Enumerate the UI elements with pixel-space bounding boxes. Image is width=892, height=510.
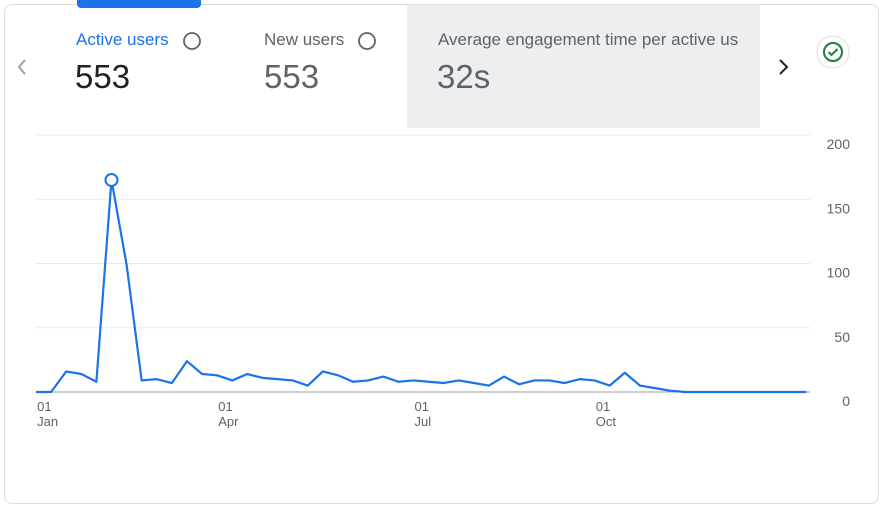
y-tick-label: 150	[827, 200, 851, 216]
y-tick-label: 200	[827, 136, 851, 152]
y-tick-label: 100	[827, 265, 851, 281]
status-check[interactable]	[816, 35, 850, 69]
y-tick-label: 0	[842, 393, 850, 409]
tab-value: 553	[264, 58, 320, 95]
x-tick-label: 01 Apr	[218, 399, 239, 429]
tab-label[interactable]: Average engagement time per active us	[438, 30, 739, 49]
line-series	[36, 178, 806, 394]
tab-hover-bg	[407, 5, 760, 128]
x-tick-label: 01 Jul	[414, 399, 432, 429]
tab-label[interactable]: New users	[264, 30, 345, 49]
tab-label[interactable]: Active users	[76, 30, 169, 49]
tab-value: 32s	[437, 58, 491, 95]
prev-arrow[interactable]	[17, 59, 26, 75]
tab-value: 553	[75, 58, 131, 95]
help-icon[interactable]	[183, 32, 201, 50]
y-tick-label: 50	[834, 329, 850, 345]
highlight-point	[104, 172, 119, 187]
x-tick-label: 01 Oct	[595, 399, 616, 429]
next-arrow[interactable]	[779, 59, 789, 75]
x-tick-label: 01 Jan	[37, 399, 59, 429]
card	[4, 4, 879, 504]
help-icon[interactable]	[358, 32, 376, 50]
selected-indicator	[77, 0, 201, 8]
